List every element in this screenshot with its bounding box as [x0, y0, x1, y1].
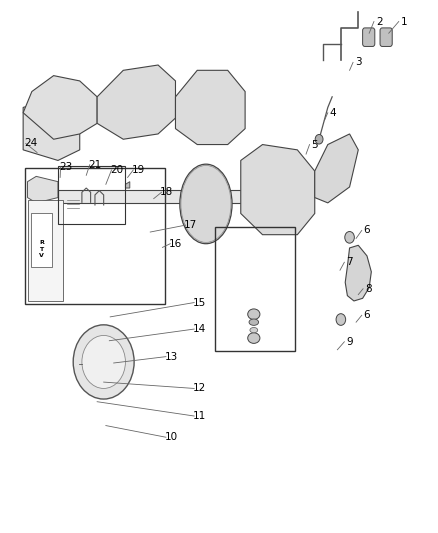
- Ellipse shape: [73, 325, 134, 399]
- Text: 14: 14: [193, 324, 206, 334]
- Text: 10: 10: [165, 432, 178, 442]
- Bar: [25, 168, 165, 304]
- Polygon shape: [315, 134, 358, 203]
- Ellipse shape: [82, 335, 125, 389]
- Polygon shape: [23, 97, 80, 160]
- Polygon shape: [125, 182, 130, 188]
- Polygon shape: [241, 144, 315, 235]
- Polygon shape: [97, 65, 176, 139]
- Text: R: R: [39, 240, 44, 245]
- Polygon shape: [28, 176, 58, 203]
- Text: 21: 21: [88, 160, 102, 169]
- Ellipse shape: [180, 164, 232, 244]
- Text: 11: 11: [193, 411, 206, 421]
- Bar: [31, 214, 52, 266]
- FancyBboxPatch shape: [363, 28, 375, 46]
- Text: 1: 1: [401, 17, 407, 27]
- Text: 15: 15: [193, 297, 206, 308]
- Bar: [58, 166, 125, 224]
- Ellipse shape: [250, 327, 258, 333]
- Text: 23: 23: [59, 162, 72, 172]
- Text: 13: 13: [165, 352, 178, 361]
- Polygon shape: [345, 245, 371, 301]
- Text: 17: 17: [184, 220, 198, 230]
- Text: 18: 18: [160, 187, 173, 197]
- Text: 5: 5: [311, 140, 318, 150]
- Text: 12: 12: [193, 383, 206, 393]
- Text: 4: 4: [330, 108, 336, 118]
- Text: 9: 9: [346, 337, 353, 347]
- Text: 7: 7: [346, 257, 353, 267]
- Text: 2: 2: [376, 17, 382, 27]
- Polygon shape: [176, 70, 245, 144]
- Ellipse shape: [345, 231, 354, 243]
- Ellipse shape: [336, 314, 346, 325]
- Ellipse shape: [249, 319, 258, 325]
- Text: 3: 3: [355, 58, 362, 67]
- Bar: [28, 200, 63, 301]
- Ellipse shape: [248, 333, 260, 343]
- Text: 8: 8: [365, 284, 371, 294]
- Text: 6: 6: [364, 225, 370, 236]
- Bar: [215, 227, 295, 351]
- Ellipse shape: [315, 134, 323, 144]
- FancyBboxPatch shape: [380, 28, 392, 46]
- Text: 24: 24: [25, 139, 38, 149]
- Text: 6: 6: [364, 310, 370, 320]
- Polygon shape: [23, 76, 97, 139]
- Polygon shape: [58, 190, 241, 203]
- Text: 19: 19: [132, 165, 145, 175]
- Text: 16: 16: [169, 239, 182, 249]
- Text: T: T: [39, 246, 43, 252]
- Text: 20: 20: [110, 165, 123, 175]
- Text: V: V: [39, 253, 44, 258]
- Ellipse shape: [248, 309, 260, 319]
